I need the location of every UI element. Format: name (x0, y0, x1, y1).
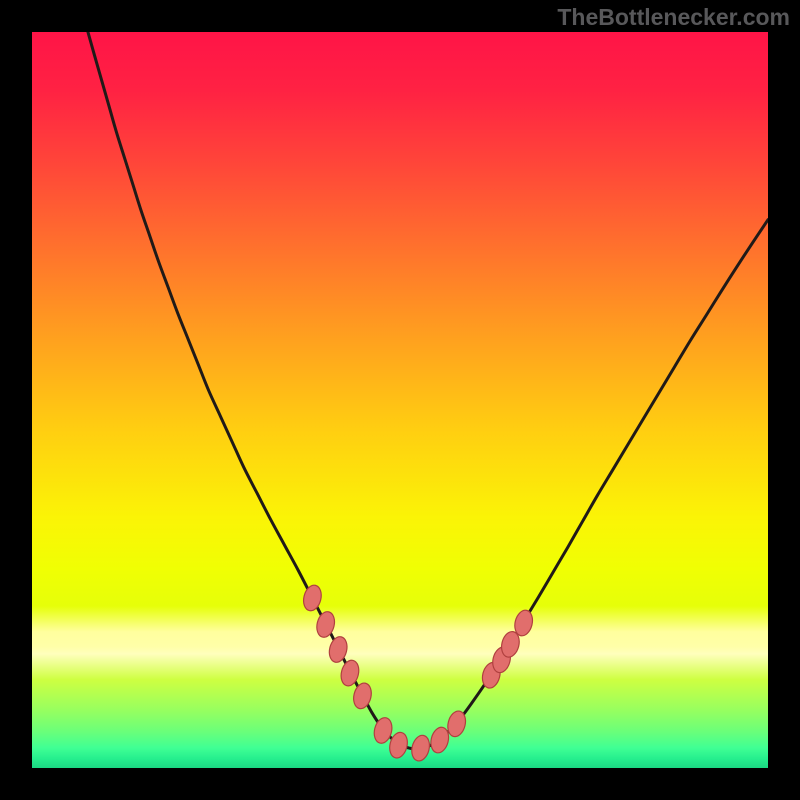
chart-gradient-background (32, 32, 768, 768)
watermark-text: TheBottlenecker.com (557, 4, 790, 31)
chart-outer-frame: TheBottlenecker.com (0, 0, 800, 800)
bottleneck-curve-chart (0, 0, 800, 800)
